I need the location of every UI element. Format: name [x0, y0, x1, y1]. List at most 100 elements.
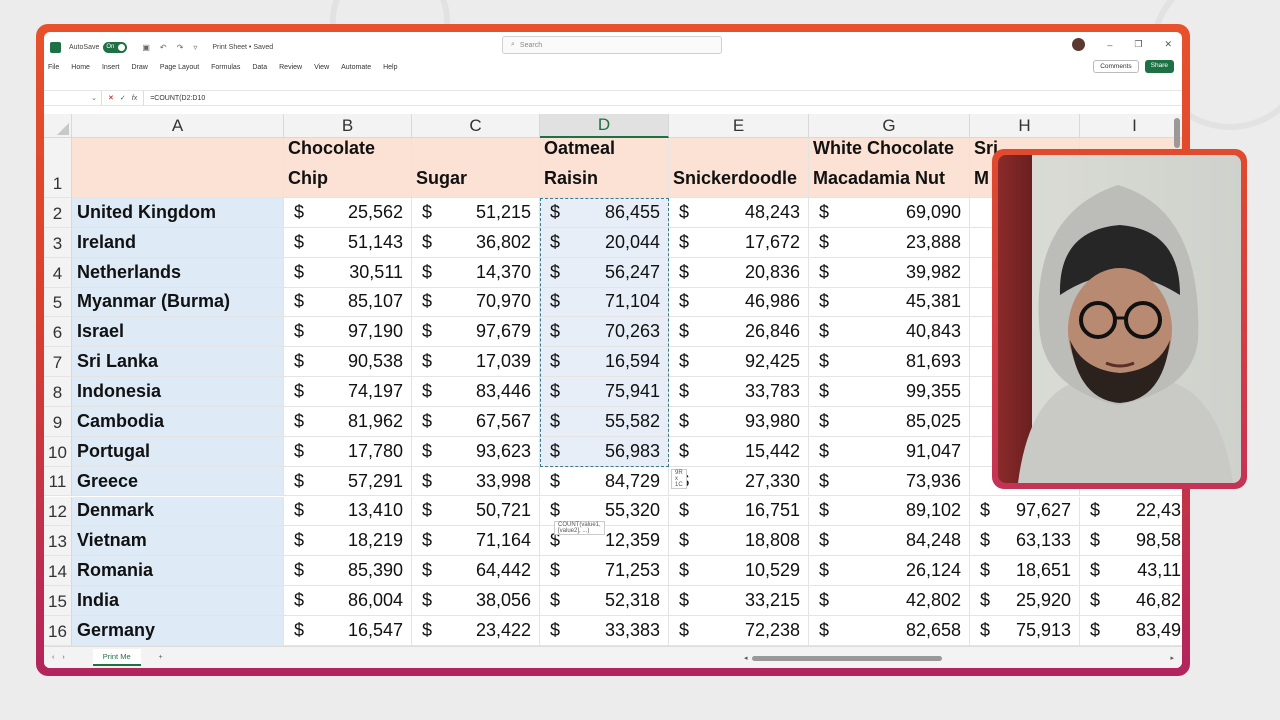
country-cell[interactable]: Israel — [72, 317, 284, 348]
value-cell-d[interactable]: $12,359 — [540, 526, 669, 557]
column-header-a[interactable]: A — [72, 114, 284, 138]
value-cell-c[interactable]: $51,215 — [412, 198, 540, 228]
row-header-9[interactable]: 9 — [44, 406, 72, 437]
country-cell[interactable]: Portugal — [72, 436, 284, 467]
value-cell-e[interactable]: $93,980 — [669, 406, 809, 437]
value-cell-i[interactable] — [1080, 467, 1182, 497]
value-cell-d[interactable]: $20,044 — [540, 227, 669, 258]
close-button[interactable]: ✕ — [1164, 39, 1172, 49]
column-header-i[interactable]: I — [1080, 114, 1182, 138]
country-cell[interactable]: Greece — [72, 466, 284, 497]
value-cell-b[interactable]: $74,197 — [284, 377, 412, 407]
row-header-7[interactable]: 7 — [44, 347, 72, 378]
value-cell-c[interactable]: $33,998 — [412, 466, 540, 497]
value-cell-g[interactable]: $73,936 — [809, 466, 970, 497]
value-cell-d[interactable]: $75,941 — [540, 377, 669, 407]
header-cell-a1[interactable] — [72, 138, 284, 198]
country-cell[interactable]: United Kingdom — [72, 198, 284, 228]
scroll-right-icon[interactable]: ▸ — [1170, 655, 1174, 662]
country-cell[interactable]: Indonesia — [72, 377, 284, 407]
value-cell-b[interactable]: $85,107 — [284, 287, 412, 318]
add-sheet-button[interactable]: + — [158, 654, 163, 661]
value-cell-c[interactable]: $14,370 — [412, 257, 540, 288]
row-header-16[interactable]: 16 — [44, 615, 72, 646]
value-cell-d[interactable]: $71,253 — [540, 556, 669, 587]
insert-function-icon[interactable]: fx — [131, 94, 138, 102]
account-avatar[interactable] — [1072, 38, 1086, 51]
value-cell-e[interactable]: $33,215 — [669, 586, 809, 616]
value-cell-e[interactable]: $26,846 — [669, 317, 809, 348]
comments-button[interactable]: Comments — [1093, 60, 1139, 73]
value-cell-b[interactable]: $57,291 — [284, 466, 412, 497]
row-header-13[interactable]: 13 — [44, 526, 72, 557]
header-cell-g1[interactable]: White Chocolate Macadamia Nut — [809, 138, 970, 198]
value-cell-g[interactable]: $40,843 — [809, 317, 970, 348]
value-cell-g[interactable]: $42,802 — [809, 586, 970, 616]
scroll-left-icon[interactable]: ◂ — [744, 655, 748, 662]
value-cell-g[interactable]: $81,693 — [809, 347, 970, 378]
value-cell-e[interactable]: $15,442 — [669, 436, 809, 467]
ribbon-tab-draw[interactable]: Draw — [131, 63, 148, 71]
horizontal-scrollbar[interactable]: ◂ ▸ — [744, 655, 1174, 662]
column-header-b[interactable]: B — [284, 114, 412, 138]
country-cell[interactable]: Ireland — [72, 227, 284, 258]
value-cell-c[interactable]: $70,970 — [412, 287, 540, 318]
value-cell-e[interactable]: $33,783 — [669, 377, 809, 407]
value-cell-i[interactable]: $83,49 — [1080, 616, 1182, 646]
enter-icon[interactable]: ✓ — [119, 95, 126, 102]
value-cell-g[interactable]: $99,355 — [809, 377, 970, 407]
value-cell-h[interactable]: $63,133 — [970, 526, 1080, 557]
value-cell-c[interactable]: $50,721 — [412, 496, 540, 527]
row-header-11[interactable]: 11 — [44, 466, 72, 497]
country-cell[interactable]: Germany — [72, 615, 284, 646]
value-cell-b[interactable]: $30,511 — [284, 257, 412, 288]
value-cell-e[interactable]: $92,425 — [669, 347, 809, 378]
ribbon-tab-help[interactable]: Help — [383, 63, 398, 71]
value-cell-b[interactable]: $13,410 — [284, 496, 412, 527]
value-cell-d[interactable]: $33,383 — [540, 615, 669, 646]
value-cell-b[interactable]: $16,547 — [284, 615, 412, 646]
row-header-3[interactable]: 3 — [44, 227, 72, 258]
scroll-thumb[interactable] — [752, 655, 942, 661]
ribbon-tab-data[interactable]: Data — [252, 63, 268, 71]
value-cell-g[interactable]: $45,381 — [809, 287, 970, 318]
value-cell-b[interactable]: $97,190 — [284, 317, 412, 348]
value-cell-h[interactable]: $75,913 — [970, 615, 1080, 646]
ribbon-tab-home[interactable]: Home — [71, 63, 90, 71]
document-title[interactable]: Print Sheet • Saved — [212, 43, 274, 51]
value-cell-e[interactable]: $48,243 — [669, 198, 809, 228]
value-cell-c[interactable]: $38,056 — [412, 586, 540, 616]
value-cell-h[interactable]: $25,920 — [970, 586, 1080, 616]
next-sheet-icon[interactable]: › — [62, 654, 65, 661]
value-cell-c[interactable]: $93,623 — [412, 436, 540, 467]
minimize-button[interactable]: – — [1107, 39, 1113, 50]
redo-icon[interactable]: ↷ — [176, 42, 184, 52]
value-cell-d[interactable]: $52,318 — [540, 586, 669, 616]
value-cell-g[interactable]: $89,102 — [809, 496, 970, 527]
value-cell-c[interactable]: $64,442 — [412, 556, 540, 587]
ribbon-tab-insert[interactable]: Insert — [101, 63, 120, 71]
ribbon-tab-formulas[interactable]: Formulas — [211, 63, 241, 71]
value-cell-g[interactable]: $91,047 — [809, 436, 970, 467]
value-cell-e[interactable]: $16,751 — [669, 496, 809, 527]
value-cell-e[interactable]: $10,529 — [669, 556, 809, 587]
ribbon-tab-automate[interactable]: Automate — [341, 63, 372, 71]
ribbon-tab-file[interactable]: File — [48, 63, 60, 71]
country-cell[interactable]: Cambodia — [72, 406, 284, 437]
value-cell-b[interactable]: $25,562 — [284, 198, 412, 228]
ribbon-tab-view[interactable]: View — [314, 63, 330, 71]
value-cell-h[interactable]: $18,651 — [970, 556, 1080, 587]
column-header-h[interactable]: H — [970, 114, 1080, 138]
value-cell-b[interactable]: $81,962 — [284, 406, 412, 437]
value-cell-c[interactable]: $23,422 — [412, 615, 540, 646]
value-cell-d[interactable]: $86,455 — [540, 198, 669, 228]
column-header-e[interactable]: E — [669, 114, 809, 138]
value-cell-e[interactable]: $46,986 — [669, 287, 809, 318]
cancel-icon[interactable]: ✕ — [108, 95, 114, 102]
row-header-10[interactable]: 10 — [44, 436, 72, 467]
value-cell-d[interactable]: $55,582 — [540, 406, 669, 437]
country-cell[interactable]: Vietnam — [72, 526, 284, 557]
formula-input[interactable]: =COUNT(D2:D10 — [143, 91, 205, 105]
row-header-5[interactable]: 5 — [44, 287, 72, 318]
value-cell-d[interactable]: $71,104 — [540, 287, 669, 318]
